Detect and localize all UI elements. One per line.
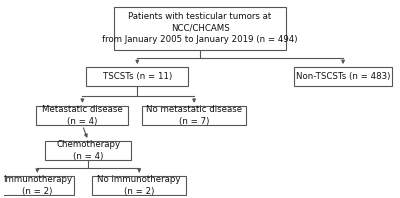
FancyBboxPatch shape (294, 67, 392, 86)
FancyBboxPatch shape (45, 141, 131, 160)
FancyBboxPatch shape (36, 106, 128, 125)
Text: Immunotherapy
(n = 2): Immunotherapy (n = 2) (3, 175, 72, 196)
Text: Chemotherapy
(n = 4): Chemotherapy (n = 4) (56, 140, 120, 161)
FancyBboxPatch shape (114, 7, 286, 50)
Text: Patients with testicular tumors at
NCC/CHCAMS
from January 2005 to January 2019 : Patients with testicular tumors at NCC/C… (102, 12, 298, 45)
Text: No metastatic disease
(n = 7): No metastatic disease (n = 7) (146, 105, 242, 126)
Text: Metastatic disease
(n = 4): Metastatic disease (n = 4) (42, 105, 123, 126)
FancyBboxPatch shape (92, 176, 186, 195)
Text: No immunotherapy
(n = 2): No immunotherapy (n = 2) (98, 175, 181, 196)
Text: TSCSTs (n = 11): TSCSTs (n = 11) (103, 72, 172, 81)
Text: Non-TSCSTs (n = 483): Non-TSCSTs (n = 483) (296, 72, 390, 81)
FancyBboxPatch shape (86, 67, 188, 86)
FancyBboxPatch shape (142, 106, 246, 125)
FancyBboxPatch shape (1, 176, 74, 195)
